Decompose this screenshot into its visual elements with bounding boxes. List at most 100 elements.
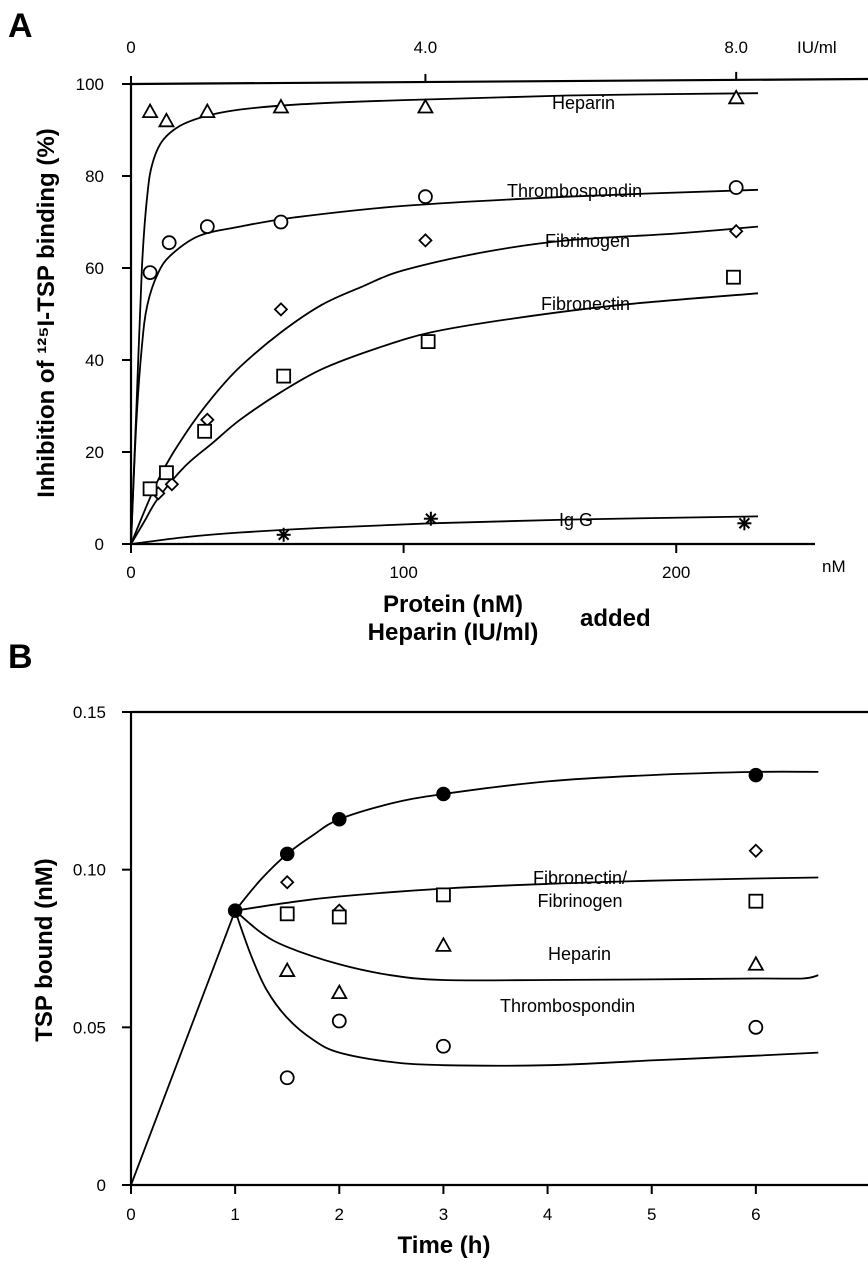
a-curve-thrombospondin — [130, 188, 759, 545]
b-point-thrombospondin-2 — [331, 1013, 347, 1029]
label-a-thrombospondin: Thrombospondin — [507, 181, 642, 201]
label-a-fibronectin: Fibronectin — [541, 294, 630, 314]
panel-b-y-title: TSP bound (nM) — [31, 858, 58, 1042]
a-point-fibronectin-5 — [420, 334, 436, 350]
panel-a-markers — [141, 88, 752, 542]
a-point-fibrinogen-6 — [728, 223, 744, 239]
panel-a-ytick-label-100: 100 — [76, 75, 104, 94]
panel-b-letter: B — [8, 638, 33, 676]
a-point-fibronectin-4 — [276, 368, 292, 384]
a-curve-ig-g — [130, 515, 759, 545]
b-point-heparin-4 — [747, 955, 765, 971]
b-curve-thrombospondin — [234, 910, 819, 1067]
b-curve-square-series — [234, 876, 819, 912]
b-point-fibronectin-fibrinogen-1 — [279, 875, 295, 890]
panel-a-xtick-label-0: 0 — [126, 563, 135, 582]
panel-b-x-title: Time (h) — [398, 1232, 491, 1259]
panel-b-xtick-label-3: 3 — [439, 1205, 448, 1224]
panel-a-top-axis — [130, 77, 868, 86]
label-a-igg: Ig G — [559, 510, 593, 530]
a-point-heparin-4 — [272, 98, 290, 114]
panel-a-curves — [130, 92, 759, 545]
panel-a-ytick-label-60: 60 — [85, 259, 104, 278]
b-point-thrombospondin-1 — [279, 1070, 295, 1086]
b-point-thrombospondin-3 — [436, 1038, 451, 1054]
a-point-heparin-5 — [416, 98, 434, 114]
b-point-filled-circle-series-2 — [279, 846, 295, 862]
panel-b: B Time (h) TSP bound (nM) 00.050.100.150… — [8, 638, 868, 1259]
b-point-filled-circle-series-1 — [227, 903, 243, 918]
a-point-thrombospondin-3 — [199, 219, 215, 235]
panel-a-x-unit: nM — [822, 557, 846, 576]
panel-b-xtick-label-1: 1 — [230, 1205, 239, 1224]
panel-b-xtick-label-5: 5 — [647, 1205, 656, 1224]
a-point-fibrinogen-2 — [164, 476, 180, 492]
panel-a-ytick-label-0: 0 — [95, 535, 104, 554]
panel-a-toptick-label-0: 0 — [126, 38, 135, 57]
b-curve-initial-rise — [130, 910, 236, 1186]
b-point-heparin-2 — [330, 983, 348, 1000]
a-point-thrombospondin-4 — [273, 214, 289, 230]
b-curve-filled-circle-series — [234, 770, 819, 912]
b-point-square-series-2 — [331, 909, 347, 925]
a-point-heparin-3 — [198, 102, 216, 118]
panel-b-ytick-label-0: 0 — [97, 1176, 106, 1195]
b-point-filled-circle-series-3 — [332, 811, 347, 827]
label-a-heparin: Heparin — [552, 93, 615, 113]
a-point-thrombospondin-5 — [418, 189, 433, 205]
panel-b-markers — [227, 767, 765, 1086]
panel-a-letter: A — [8, 7, 33, 45]
b-point-fibronectin-fibrinogen-3 — [748, 843, 764, 859]
a-point-heparin-1 — [141, 102, 159, 118]
a-point-fibronectin-2 — [159, 465, 174, 481]
panel-a-x-title-line2: Heparin (IU/ml) — [368, 619, 539, 646]
label-b-thrombospondin: Thrombospondin — [500, 996, 635, 1016]
panel-a-x-title-suffix: added — [580, 605, 651, 632]
panel-a-series-labels: Heparin Thrombospondin Fibrinogen Fibron… — [507, 93, 642, 530]
b-point-heparin-1 — [278, 961, 296, 977]
a-point-heparin-2 — [157, 111, 175, 128]
panel-a-ytick-label-20: 20 — [85, 443, 104, 462]
a-point-fibronectin-6 — [726, 269, 741, 285]
b-point-square-series-1 — [279, 906, 295, 922]
b-point-square-series-3 — [436, 887, 451, 903]
a-curve-fibronectin — [130, 292, 759, 545]
panel-a-xtick-label-200: 200 — [662, 563, 690, 582]
label-a-fibrinogen: Fibrinogen — [545, 231, 630, 251]
panel-b-ytick-label-1: 0.05 — [73, 1018, 106, 1037]
a-point-ig-g-1 — [276, 527, 291, 542]
b-point-heparin-3 — [434, 936, 452, 952]
panel-b-ytick-label-3: 0.15 — [73, 703, 106, 722]
b-curve-heparin — [234, 910, 819, 982]
a-point-fibronectin-1 — [142, 481, 158, 497]
panel-a-toptick-label-1: 4.0 — [414, 38, 438, 57]
a-curve-fibrinogen — [130, 225, 759, 545]
panel-a-y-title: Inhibition of ¹²⁵I-TSP binding (%) — [33, 128, 60, 497]
b-point-filled-circle-series-4 — [436, 786, 451, 802]
panel-a-ticks: 0 20 40 60 80 100 0 100 200 0 4.0 8.0 — [76, 38, 748, 582]
panel-a-x-title-line1: Protein (nM) — [383, 591, 523, 618]
label-b-heparin: Heparin — [548, 944, 611, 964]
b-point-square-series-4 — [748, 893, 764, 909]
a-point-fibronectin-3 — [197, 423, 213, 439]
a-point-thrombospondin-6 — [728, 180, 744, 195]
panel-b-xtick-label-0: 0 — [126, 1205, 135, 1224]
a-point-heparin-6 — [727, 88, 745, 105]
panel-b-ticks: 0 0.05 0.10 0.15 0 1 2 3 4 5 6 — [73, 703, 761, 1224]
b-point-thrombospondin-4 — [748, 1019, 764, 1035]
b-point-filled-circle-series-5 — [748, 767, 764, 783]
panel-b-xtick-label-6: 6 — [751, 1205, 760, 1224]
panel-b-xtick-label-2: 2 — [335, 1205, 344, 1224]
a-curve-heparin — [130, 92, 759, 545]
panel-a-ytick-label-80: 80 — [85, 167, 104, 186]
panel-b-xtick-label-4: 4 — [543, 1205, 552, 1224]
a-point-thrombospondin-2 — [161, 235, 177, 251]
panel-a-toptick-label-2: 8.0 — [724, 38, 748, 57]
a-point-ig-g-2 — [423, 511, 438, 526]
a-point-fibrinogen-4 — [273, 302, 289, 317]
a-point-fibrinogen-5 — [418, 233, 433, 248]
a-point-ig-g-3 — [737, 516, 752, 531]
panel-a: A nM IU/ml Protein (nM) Heparin (IU/ml) … — [8, 7, 868, 646]
panel-b-curves — [130, 770, 819, 1186]
